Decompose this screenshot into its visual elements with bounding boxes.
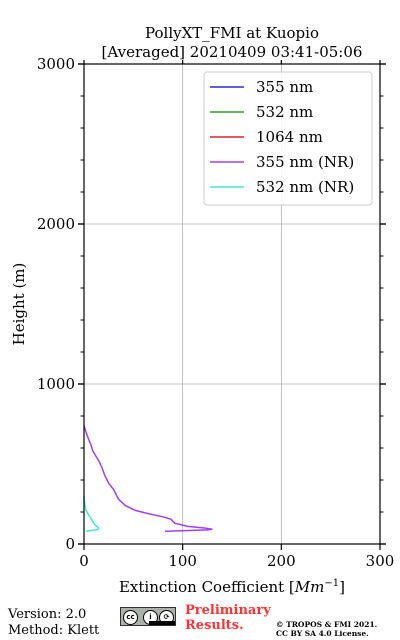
version-text: Version: 2.0 bbox=[8, 607, 87, 622]
copyright-line2: CC BY SA 4.0 License. bbox=[276, 629, 369, 638]
y-tick-label: 3000 bbox=[37, 55, 75, 73]
y-axis-label: Height (m) bbox=[10, 263, 28, 346]
x-tick-label: 100 bbox=[168, 552, 197, 570]
legend-label: 355 nm bbox=[256, 78, 313, 96]
legend-label: 1064 nm bbox=[256, 128, 323, 146]
x-tick-label: 0 bbox=[79, 552, 89, 570]
chart-subtitle: [Averaged] 20210409 03:41-05:06 bbox=[102, 43, 363, 61]
plot-frame bbox=[83, 63, 381, 545]
y-tick-label: 1000 bbox=[37, 375, 75, 393]
cc-by-sa-logo: cc i ⟳ bbox=[120, 607, 176, 626]
cc-icon: cc bbox=[123, 610, 138, 625]
y-tick-label: 2000 bbox=[37, 215, 75, 233]
copyright-notice: © TROPOS & FMI 2021. CC BY SA 4.0 Licens… bbox=[276, 620, 377, 638]
footer-info: Version: 2.0 Method: Klett bbox=[8, 607, 99, 639]
legend-label: 532 nm (NR) bbox=[256, 178, 354, 196]
series-lines bbox=[83, 425, 213, 532]
x-tick-label: 300 bbox=[366, 552, 395, 570]
y-tick-label: 0 bbox=[65, 535, 75, 553]
preliminary-line2: Results. bbox=[185, 618, 244, 633]
x-tick-label: 200 bbox=[267, 552, 296, 570]
legend: 355 nm 532 nm 1064 nm 355 nm (NR) 532 nm (NR… bbox=[203, 71, 373, 206]
preliminary-line1: Preliminary bbox=[185, 603, 271, 618]
legend-label: 532 nm bbox=[256, 103, 313, 121]
chart-title: PollyXT_FMI at Kuopio bbox=[145, 24, 319, 42]
legend-label: 355 nm (NR) bbox=[256, 153, 354, 171]
method-text: Method: Klett bbox=[8, 623, 100, 638]
legend-box bbox=[203, 71, 373, 206]
x-axis-label: Extinction Coefficient [Mm−1] bbox=[119, 578, 345, 596]
series-line bbox=[83, 496, 100, 532]
license-bar bbox=[149, 621, 175, 625]
series-line bbox=[83, 425, 213, 532]
preliminary-notice: Preliminary Results. bbox=[185, 603, 271, 633]
copyright-line1: © TROPOS & FMI 2021. bbox=[276, 620, 378, 629]
